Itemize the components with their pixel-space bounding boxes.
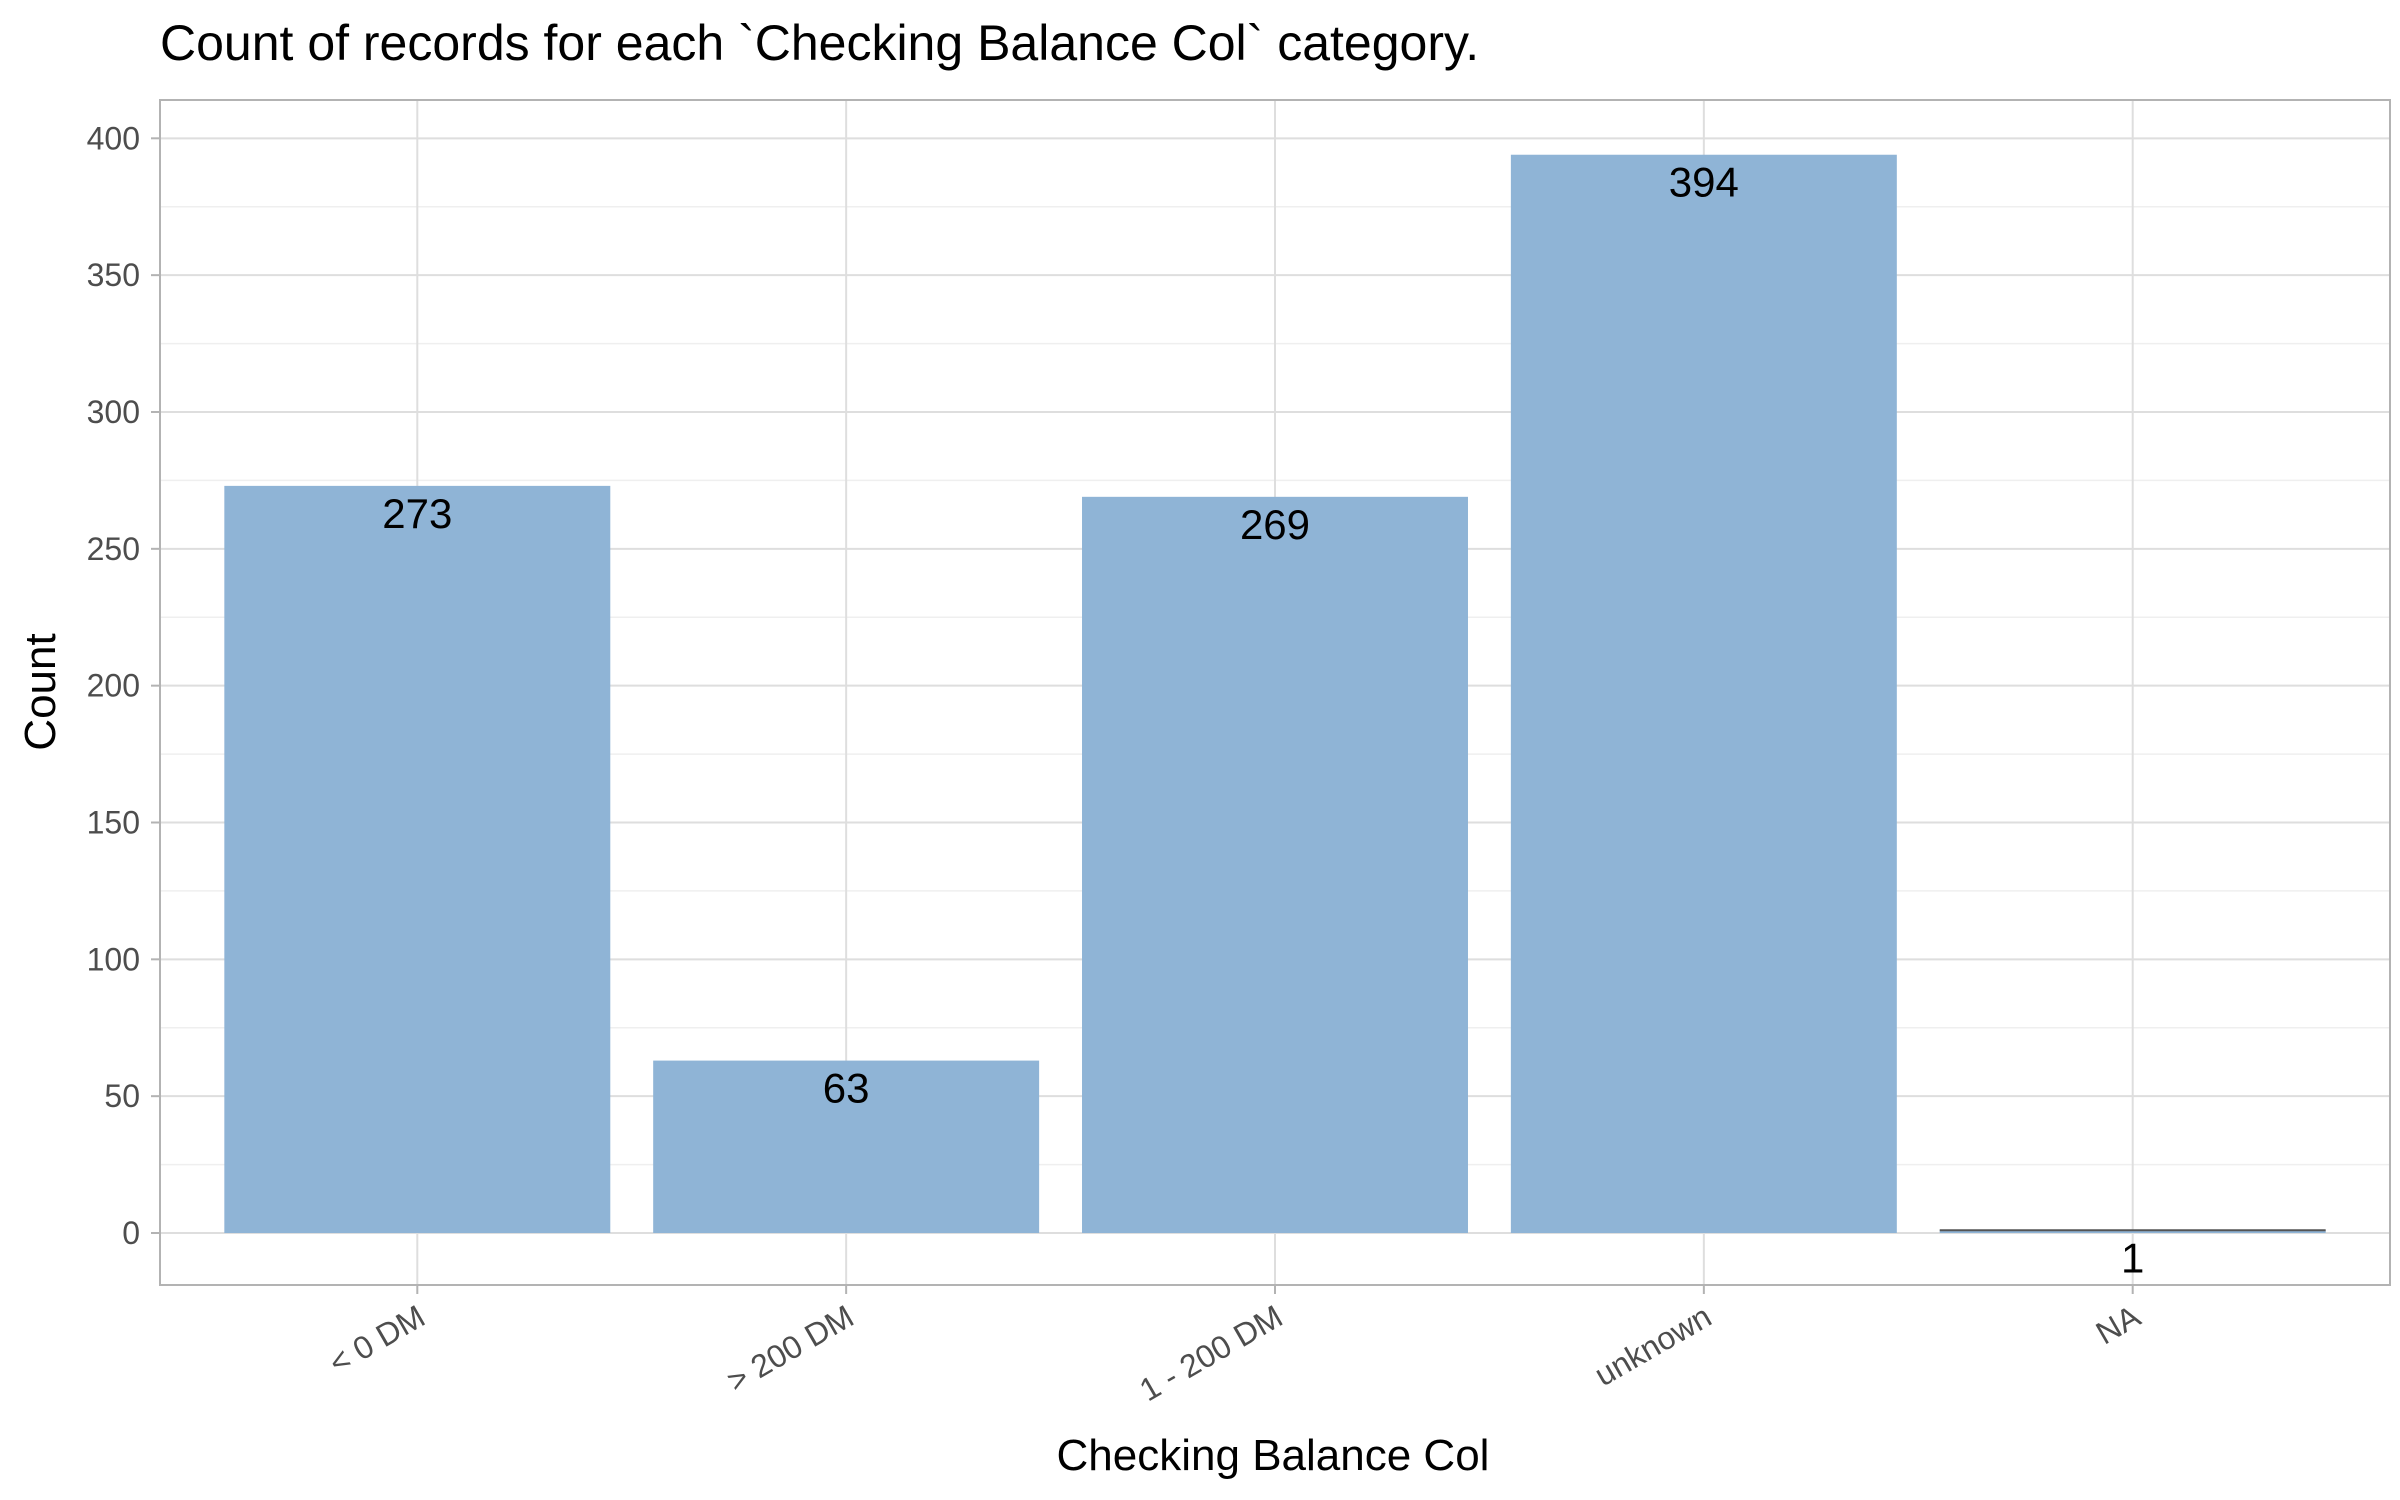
data-label: 1	[2121, 1234, 2144, 1281]
bar-200-dm	[653, 1060, 1040, 1234]
y-tick-label: 400	[87, 120, 140, 156]
y-tick-label: 100	[87, 941, 140, 977]
data-labels: 273 63 269 394 1	[382, 159, 2144, 1282]
data-label: 269	[1240, 501, 1310, 548]
x-axis-ticks: < 0 DM > 200 DM 1 - 200 DM unknown NA	[323, 1285, 2147, 1408]
x-tick-label: NA	[2090, 1298, 2147, 1352]
bar-unknown	[1510, 154, 1897, 1234]
data-label: 394	[1669, 159, 1739, 206]
y-tick-label: 150	[87, 804, 140, 840]
x-tick-label: < 0 DM	[323, 1298, 431, 1381]
y-tick-label: 200	[87, 668, 140, 704]
chart-title: Count of records for each `Checking Bala…	[160, 15, 1479, 71]
x-axis-title: Checking Balance Col	[1057, 1431, 1490, 1480]
data-label: 63	[823, 1065, 870, 1112]
bars	[224, 154, 2326, 1234]
y-tick-label: 0	[122, 1215, 140, 1251]
bar-0-dm	[224, 485, 611, 1234]
data-label: 273	[382, 490, 452, 537]
y-axis-ticks: 0 50 100 150 200 250 300 350 400	[87, 120, 160, 1251]
bar-1-200-dm	[1082, 496, 1468, 1234]
y-tick-label: 50	[104, 1078, 140, 1114]
y-tick-label: 250	[87, 531, 140, 567]
y-tick-label: 300	[87, 394, 140, 430]
y-axis-title: Count	[16, 633, 65, 750]
x-tick-label: 1 - 200 DM	[1133, 1298, 1288, 1408]
x-tick-label: > 200 DM	[721, 1298, 860, 1399]
y-tick-label: 350	[87, 257, 140, 293]
x-tick-label: unknown	[1588, 1298, 1717, 1393]
bar-na	[1939, 1230, 2326, 1234]
